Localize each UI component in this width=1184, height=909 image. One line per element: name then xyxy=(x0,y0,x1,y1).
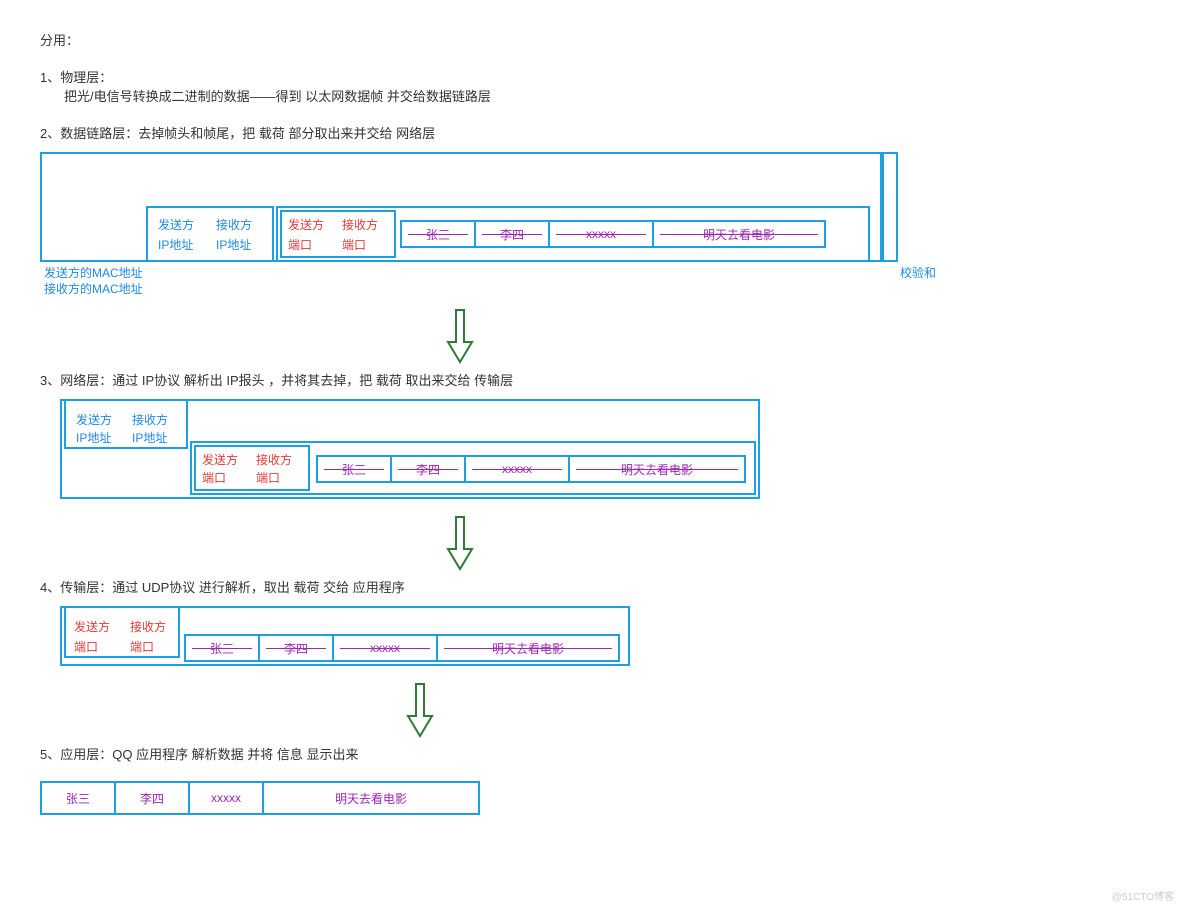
payload-cells-4: 张三 李四 xxxxx 明天去看电影 xyxy=(184,634,620,662)
udp-sender: 发送方 xyxy=(288,216,324,233)
checksum-label: 校验和 xyxy=(900,264,936,281)
ip-addr-2: IP地址 xyxy=(216,236,251,253)
ip-receiver: 接收方 xyxy=(216,216,252,233)
diagram-3: 发送方 接收方 IP地址 IP地址 发送方 接收方 端口 端口 张三 李四 xx… xyxy=(40,399,880,509)
section-1-head: 1、物理层： xyxy=(40,67,1144,86)
cell: 张三 xyxy=(186,636,260,660)
cell: xxxxx xyxy=(190,783,264,813)
diagram-4: 发送方 接收方 端口 端口 张三 李四 xxxxx 明天去看电影 xyxy=(40,606,740,676)
section-1: 1、物理层： 把光/电信号转换成二进制的数据——得到 以太网数据帧 并交给数据链… xyxy=(40,67,1144,105)
cell: 明天去看电影 xyxy=(654,222,824,246)
udp-receiver-3: 接收方 xyxy=(256,451,292,468)
ip-addr-1: IP地址 xyxy=(158,236,193,253)
udp-port-3b: 端口 xyxy=(256,469,280,486)
ip-receiver-3: 接收方 xyxy=(132,411,168,428)
cell: xxxxx xyxy=(334,636,438,660)
cell: xxxxx xyxy=(466,457,570,481)
section-2-head: 2、数据链路层：去掉帧头和帧尾，把 载荷 部分取出来并交给 网络层 xyxy=(40,123,1144,142)
mac-sender-label: 发送方的MAC地址 xyxy=(44,264,143,281)
cell: 明天去看电影 xyxy=(570,457,744,481)
ip-addr-3b: IP地址 xyxy=(132,429,167,446)
mac-receiver-label: 接收方的MAC地址 xyxy=(44,280,143,297)
cell: 张三 xyxy=(42,783,116,813)
udp-sender-3: 发送方 xyxy=(202,451,238,468)
udp-port-4a: 端口 xyxy=(74,638,98,655)
cell: 明天去看电影 xyxy=(264,783,478,813)
udp-port-1: 端口 xyxy=(288,236,312,253)
udp-port-2: 端口 xyxy=(342,236,366,253)
cell: 李四 xyxy=(116,783,190,813)
watermark: @51CTO博客 xyxy=(1112,888,1174,903)
ip-sender-3: 发送方 xyxy=(76,411,112,428)
ip-addr-3a: IP地址 xyxy=(76,429,111,446)
cell: 李四 xyxy=(260,636,334,660)
cell: 李四 xyxy=(476,222,550,246)
cell: 李四 xyxy=(392,457,466,481)
payload-cells-2: 张三 李四 xxxxx 明天去看电影 xyxy=(400,220,826,248)
diagram-2: 发送方的MAC地址 接收方的MAC地址 校验和 发送方 接收方 IP地址 IP地… xyxy=(40,152,1040,302)
udp-receiver-4: 接收方 xyxy=(130,618,166,635)
section-4-head: 4、传输层：通过 UDP协议 进行解析，取出 载荷 交给 应用程序 xyxy=(40,577,1144,596)
udp-port-4b: 端口 xyxy=(130,638,154,655)
cell: 张三 xyxy=(402,222,476,246)
arrow-down-icon xyxy=(446,308,474,364)
arrow-down-icon xyxy=(446,515,474,571)
cell: 明天去看电影 xyxy=(438,636,618,660)
section-1-body: 把光/电信号转换成二进制的数据——得到 以太网数据帧 并交给数据链路层 xyxy=(40,86,1144,105)
udp-receiver: 接收方 xyxy=(342,216,378,233)
udp-port-3a: 端口 xyxy=(202,469,226,486)
payload-cells-3: 张三 李四 xxxxx 明天去看电影 xyxy=(316,455,746,483)
diagram-5: 张三 李四 xxxxx 明天去看电影 xyxy=(40,781,540,821)
udp-sender-4: 发送方 xyxy=(74,618,110,635)
cell: xxxxx xyxy=(550,222,654,246)
ip-sender: 发送方 xyxy=(158,216,194,233)
section-3-head: 3、网络层：通过 IP协议 解析出 IP报头 ，并将其去掉，把 载荷 取出来交给… xyxy=(40,370,1144,389)
arrow-down-icon xyxy=(406,682,434,738)
payload-cells-5: 张三 李四 xxxxx 明天去看电影 xyxy=(40,781,480,815)
cell: 张三 xyxy=(318,457,392,481)
page-title: 分用： xyxy=(40,30,1144,49)
section-5-head: 5、应用层：QQ 应用程序 解析数据 并将 信息 显示出来 xyxy=(40,744,1144,763)
